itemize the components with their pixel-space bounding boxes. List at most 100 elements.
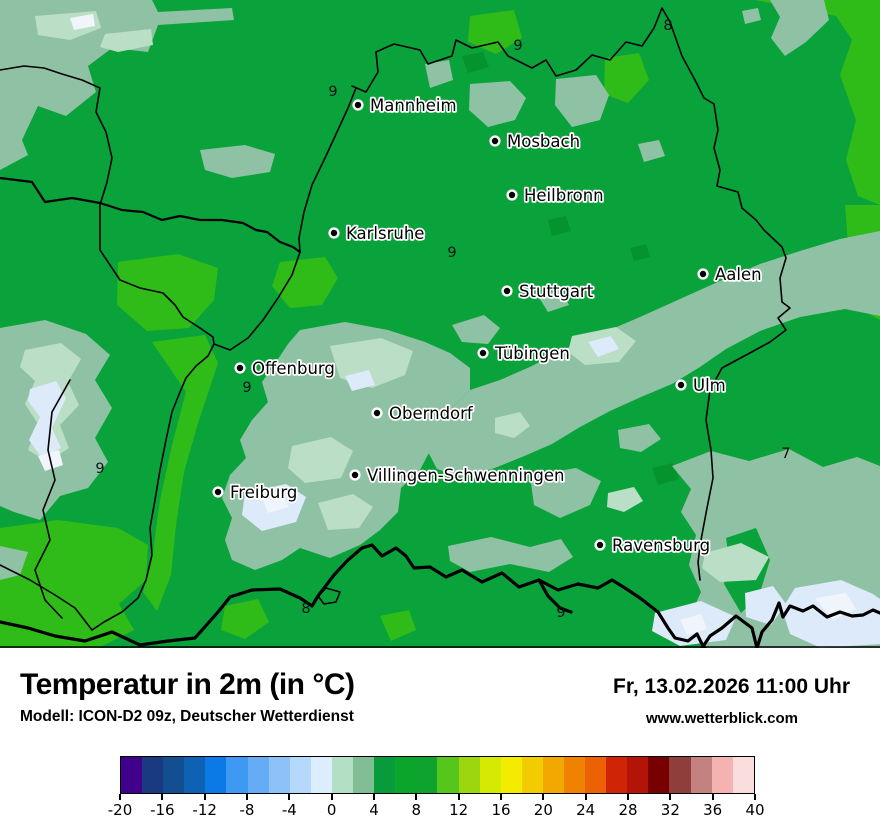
city-label: Oberndorf	[389, 404, 474, 423]
colorbar-segment	[353, 757, 375, 793]
colorbar-segment	[142, 757, 164, 793]
colorbar-tick-label: -20	[107, 801, 133, 819]
border-austria-a	[700, 614, 759, 648]
colorbar-segment	[500, 757, 522, 793]
colorbar-tick	[288, 794, 291, 800]
colorbar-segment	[563, 757, 586, 793]
colorbar-tick	[330, 794, 333, 800]
city-marker-villingen-schwenningen: Villingen-Schwenningen	[349, 464, 566, 487]
colorbar-segment	[437, 757, 459, 793]
city-marker-ulm: Ulm	[675, 374, 727, 397]
city-marker-oberndorf: Oberndorf	[371, 402, 476, 425]
city-label: Mannheim	[370, 96, 457, 115]
city-dot	[675, 379, 687, 391]
colorbar-tick	[627, 794, 629, 800]
website-label: www.wetterblick.com	[646, 710, 798, 727]
colorbar-ticks: -20 -16 -12 -8 -4 0 4 8 12 16 20 24 28 32 36 40	[108, 794, 765, 824]
colorbar-tick-label: 40	[745, 801, 765, 819]
temp-value-label: 7	[781, 446, 790, 462]
temp-value-label: 9	[242, 380, 251, 396]
colorbar-segment	[121, 757, 143, 793]
colorbar-tick	[457, 794, 460, 800]
city-dot	[234, 362, 246, 374]
colorbar-tick	[415, 794, 418, 800]
city-marker-mosbach: Mosbach	[489, 130, 582, 153]
city-marker-freiburg: Freiburg	[212, 481, 299, 504]
colorbar-segment	[648, 757, 670, 793]
rhine-border-west	[91, 87, 357, 631]
city-dot	[212, 486, 224, 498]
city-marker-heilbronn: Heilbronn	[506, 184, 605, 207]
colorbar-tick-label: 24	[576, 801, 596, 819]
forecast-datetime: Fr, 13.02.2026 11:00 Uhr	[613, 675, 850, 698]
city-marker-aalen: Aalen	[697, 263, 763, 286]
temp-value-label: 9	[447, 245, 456, 261]
city-label: Ravensburg	[612, 536, 710, 555]
city-marker-t-bingen: Tübingen	[477, 342, 572, 365]
colorbar-tick-label: 16	[491, 801, 511, 819]
border-bottom-left-diagonal	[0, 564, 93, 631]
colorbar-tick-label: 4	[369, 801, 379, 819]
city-marker-stuttgart: Stuttgart	[501, 280, 595, 303]
colorbar-tick-label: -16	[150, 801, 175, 819]
colorbar-tick-label: 0	[326, 801, 337, 819]
colorbar-segment	[268, 757, 290, 793]
map-footer: Temperatur in 2m (in °C) Modell: ICON-D2…	[0, 648, 880, 830]
colorbar-segment	[163, 757, 185, 793]
border-far-left	[34, 379, 71, 619]
city-label: Mosbach	[507, 132, 580, 151]
colorbar-segment	[289, 757, 311, 793]
colorbar-tick-label: 28	[618, 801, 638, 819]
colorbar-segment	[310, 757, 332, 793]
colorbar-segment	[669, 757, 691, 793]
colorbar-segment	[205, 757, 227, 793]
border-west-left	[0, 65, 215, 345]
city-dot	[328, 227, 340, 239]
enclave-loop	[317, 587, 341, 605]
colorbar-tick	[373, 794, 375, 800]
city-label: Ulm	[693, 376, 726, 395]
colorbar-tick	[669, 794, 672, 800]
model-info: Modell: ICON-D2 09z, Deutscher Wetterdie…	[20, 708, 354, 725]
city-markers: Mannheim Mosbach Heilbronn Karlsruhe Stuttga…	[212, 94, 763, 557]
colorbar-segment	[247, 757, 269, 793]
colorbar-tick-label: 20	[533, 801, 553, 819]
colorbar-tick	[711, 794, 714, 800]
colorbar-segment	[711, 757, 733, 793]
city-label: Aalen	[715, 265, 762, 284]
colorbar-segment	[184, 757, 206, 793]
colorbar-tick-label: 36	[703, 801, 723, 819]
city-dot	[371, 407, 383, 419]
temperature-labels: 8 9 9 9 9 9 7 8 9	[95, 18, 790, 621]
map-canvas: 8 9 9 9 9 9 7 8 9 Mannheim Mosbach Heilbronn Karlsr…	[0, 0, 880, 648]
city-label: Offenburg	[252, 359, 335, 378]
colorbar-tick	[584, 794, 587, 800]
temp-value-label: 8	[301, 601, 310, 617]
city-dot	[352, 99, 364, 111]
colorbar-segment	[416, 757, 438, 793]
city-label: Freiburg	[230, 483, 297, 502]
colorbar-tick-label: -8	[239, 801, 255, 819]
colorbar-tick-label: -12	[192, 801, 217, 819]
temp-value-label: 9	[556, 605, 565, 621]
city-dot	[506, 189, 518, 201]
colorbar-segment	[606, 757, 628, 793]
colorbar-tick-label: -4	[281, 801, 297, 819]
border-lines	[0, 7, 880, 648]
city-dot	[349, 469, 361, 481]
colorbar-segment	[458, 757, 480, 793]
colorbar-tick	[542, 794, 545, 800]
colorbar-segment	[521, 757, 543, 793]
colorbar-tick	[161, 794, 164, 800]
city-dot	[489, 135, 501, 147]
colorbar-segment	[226, 757, 248, 793]
coldest-spots	[38, 14, 856, 635]
city-marker-offenburg: Offenburg	[234, 357, 337, 380]
colorbar-segment	[585, 757, 607, 793]
city-label: Stuttgart	[519, 282, 594, 301]
colorbar-tick-label: 12	[449, 801, 469, 819]
temp-value-label: 8	[663, 18, 672, 34]
border-switzerland	[0, 543, 707, 648]
border-france-north	[0, 176, 302, 254]
